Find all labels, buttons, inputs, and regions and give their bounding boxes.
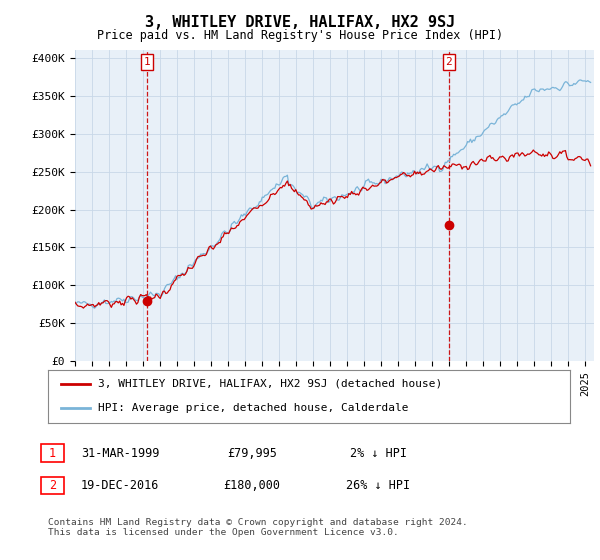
Text: 19-DEC-2016: 19-DEC-2016 — [81, 479, 159, 492]
Text: HPI: Average price, detached house, Calderdale: HPI: Average price, detached house, Cald… — [98, 403, 408, 413]
Text: 2: 2 — [49, 479, 56, 492]
Text: 31-MAR-1999: 31-MAR-1999 — [81, 446, 159, 460]
Text: 2% ↓ HPI: 2% ↓ HPI — [349, 446, 407, 460]
Text: 3, WHITLEY DRIVE, HALIFAX, HX2 9SJ (detached house): 3, WHITLEY DRIVE, HALIFAX, HX2 9SJ (deta… — [98, 379, 442, 389]
Text: 1: 1 — [49, 446, 56, 460]
Text: £79,995: £79,995 — [227, 446, 277, 460]
Text: 3, WHITLEY DRIVE, HALIFAX, HX2 9SJ: 3, WHITLEY DRIVE, HALIFAX, HX2 9SJ — [145, 15, 455, 30]
Text: £180,000: £180,000 — [223, 479, 281, 492]
Text: 1: 1 — [144, 57, 151, 67]
Text: 26% ↓ HPI: 26% ↓ HPI — [346, 479, 410, 492]
Text: Contains HM Land Registry data © Crown copyright and database right 2024.
This d: Contains HM Land Registry data © Crown c… — [48, 518, 468, 538]
Text: Price paid vs. HM Land Registry's House Price Index (HPI): Price paid vs. HM Land Registry's House … — [97, 29, 503, 42]
Text: 2: 2 — [445, 57, 452, 67]
